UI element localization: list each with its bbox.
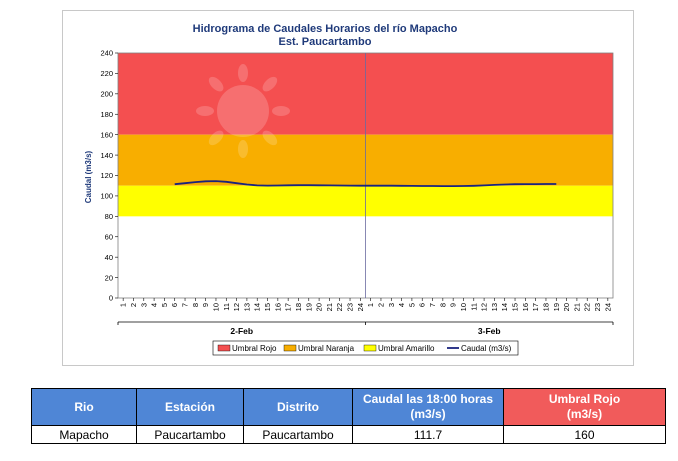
x-tick-label: 5	[160, 303, 169, 307]
x-tick-label: 8	[191, 303, 200, 307]
x-tick-label: 9	[201, 303, 210, 307]
x-tick-label: 12	[480, 303, 489, 311]
day-label-3-Feb: 3-Feb	[478, 326, 501, 336]
x-tick-label: 14	[253, 303, 262, 311]
x-tick-label: 19	[304, 303, 313, 311]
y-axis-label: Caudal (m3/s)	[84, 150, 93, 203]
chart-frame: Hidrograma de Caudales Horarios del río …	[62, 10, 634, 366]
y-tick-label: 240	[100, 49, 113, 58]
x-tick-label: 23	[346, 303, 355, 311]
x-tick-label: 21	[325, 303, 334, 311]
header-caudal: Caudal las 18:00 horas (m3/s)	[352, 388, 504, 426]
x-tick-label: 17	[284, 303, 293, 311]
y-tick-label: 60	[105, 232, 113, 241]
x-tick-label: 4	[397, 303, 406, 307]
x-tick-label: 16	[521, 303, 530, 311]
y-tick-label: 120	[100, 171, 113, 180]
y-tick-label: 200	[100, 90, 113, 99]
y-tick-label: 220	[100, 69, 113, 78]
y-tick-label: 100	[100, 192, 113, 201]
x-tick-label: 15	[511, 303, 520, 311]
x-tick-label: 1	[366, 303, 375, 307]
y-tick-label: 80	[105, 212, 113, 221]
x-tick-label: 10	[211, 303, 220, 311]
x-tick-label: 23	[593, 303, 602, 311]
x-tick-label: 9	[449, 303, 458, 307]
x-tick-label: 11	[222, 303, 231, 311]
cell-umbral-rojo: 160	[503, 425, 666, 444]
x-tick-label: 13	[490, 303, 499, 311]
x-tick-label: 22	[335, 303, 344, 311]
x-tick-label: 18	[294, 303, 303, 311]
chart-title: Hidrograma de Caudales Horarios del río …	[193, 23, 458, 35]
cell-estacion: Paucartambo	[136, 425, 244, 444]
x-tick-label: 15	[263, 303, 272, 311]
x-tick-label: 6	[170, 303, 179, 307]
x-tick-label: 7	[428, 303, 437, 307]
x-tick-label: 14	[500, 303, 509, 311]
y-tick-label: 40	[105, 253, 113, 262]
y-tick-label: 140	[100, 151, 113, 160]
legend-swatch	[363, 344, 377, 352]
x-tick-label: 8	[438, 303, 447, 307]
x-tick-label: 13	[242, 303, 251, 311]
station-info-table: Rio Estación Distrito Caudal las 18:00 h…	[31, 388, 666, 444]
legend-label: Umbral Amarillo	[378, 344, 435, 353]
y-tick-label: 180	[100, 110, 113, 119]
watermark-logo	[196, 64, 290, 158]
hydrograph-chart: Hidrograma de Caudales Horarios del río …	[84, 23, 614, 356]
legend-label: Umbral Rojo	[232, 344, 277, 353]
chart-subtitle: Est. Paucartambo	[279, 36, 372, 48]
header-estacion: Estación	[136, 388, 244, 426]
x-tick-label: 24	[356, 303, 365, 311]
header-rio: Rio	[31, 388, 137, 426]
header-umbral-unit: (m3/s)	[566, 407, 603, 421]
x-tick-label: 3	[387, 303, 396, 307]
x-tick-label: 2	[129, 303, 138, 307]
x-tick-label: 21	[572, 303, 581, 311]
x-tick-label: 16	[273, 303, 282, 311]
x-tick-label: 6	[418, 303, 427, 307]
series-caudal-line	[174, 180, 557, 188]
header-caudal-label: Caudal las 18:00 horas	[362, 392, 494, 406]
x-tick-label: 7	[181, 303, 190, 307]
x-tick-label: 17	[531, 303, 540, 311]
legend-swatch	[283, 344, 297, 352]
cell-caudal: 111.7	[352, 425, 504, 444]
header-distrito: Distrito	[243, 388, 353, 426]
header-umbral-rojo: Umbral Rojo (m3/s)	[503, 388, 666, 426]
cell-distrito: Paucartambo	[243, 425, 353, 444]
x-tick-label: 5	[407, 303, 416, 307]
legend-label: Caudal (m3/s)	[461, 344, 512, 353]
x-tick-label: 12	[232, 303, 241, 311]
x-tick-label: 20	[562, 303, 571, 311]
header-caudal-unit: (m3/s)	[410, 407, 446, 421]
x-tick-label: 3	[139, 303, 148, 307]
table-header-row: Rio Estación Distrito Caudal las 18:00 h…	[31, 388, 666, 426]
y-tick-label: 160	[100, 130, 113, 139]
legend-swatch	[217, 344, 231, 352]
x-tick-label: 11	[469, 303, 478, 311]
y-tick-label: 20	[105, 273, 113, 282]
day-label-2-Feb: 2-Feb	[230, 326, 253, 336]
x-tick-label: 19	[552, 303, 561, 311]
x-tick-label: 24	[603, 303, 612, 311]
y-tick-label: 0	[109, 294, 113, 303]
legend-label: Umbral Naranja	[298, 344, 355, 353]
x-tick-label: 18	[541, 303, 550, 311]
x-tick-label: 20	[315, 303, 324, 311]
table-row: Mapacho Paucartambo Paucartambo 111.7 16…	[31, 425, 666, 444]
x-tick-label: 10	[459, 303, 468, 311]
x-tick-label: 4	[150, 303, 159, 307]
x-tick-label: 1	[119, 303, 128, 307]
x-tick-label: 22	[583, 303, 592, 311]
x-tick-label: 2	[376, 303, 385, 307]
header-umbral-label: Umbral Rojo	[548, 392, 621, 406]
chart-legend: Umbral Rojo Umbral Naranja Umbral Amarillo…	[212, 340, 519, 356]
cell-rio: Mapacho	[31, 425, 137, 444]
